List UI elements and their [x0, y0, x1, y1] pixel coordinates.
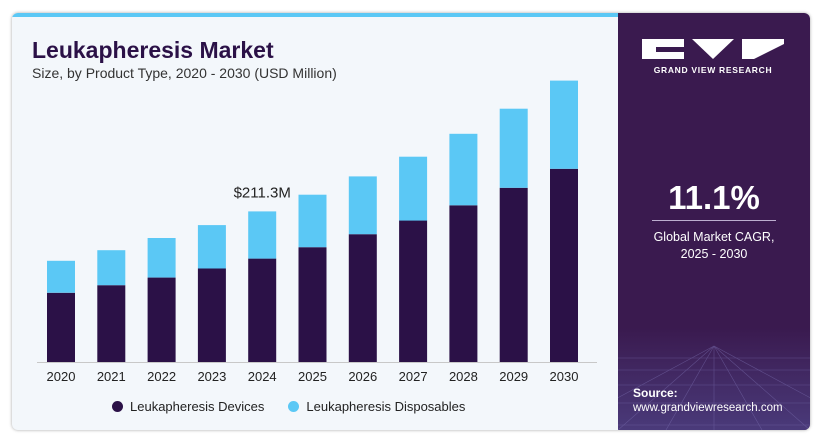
top-accent-line [12, 13, 618, 17]
cagr-caption: Global Market CAGR, 2025 - 2030 [618, 229, 810, 263]
cagr-caption-line2: 2025 - 2030 [680, 247, 748, 261]
bar-disposables-2023 [197, 225, 226, 269]
chart-legend: Leukapheresis Devices Leukapheresis Disp… [112, 397, 489, 415]
logo-wordmark: GRAND VIEW RESEARCH [653, 65, 773, 75]
x-tick-label-2026: 2026 [348, 369, 377, 384]
bar-disposables-2022 [147, 238, 176, 278]
bar-disposables-2020 [47, 260, 75, 293]
source-url: www.grandviewresearch.com [633, 402, 783, 414]
bar-devices-2022 [147, 277, 176, 362]
x-tick-label-2021: 2021 [97, 369, 126, 384]
bar-devices-2023 [197, 268, 226, 362]
bar-devices-2024 [248, 258, 277, 362]
logo-mark-icon [642, 39, 784, 59]
legend-swatch-devices [112, 400, 123, 412]
grand-view-research-logo: GRAND VIEW RESEARCH [638, 35, 788, 75]
bar-disposables-2021 [97, 250, 126, 286]
cagr-caption-line1: Global Market CAGR, [653, 230, 775, 244]
legend-item-devices: Leukapheresis Devices [112, 399, 264, 414]
bar-devices-2030 [550, 168, 578, 362]
bar-devices-2028 [449, 205, 478, 362]
x-tick-label-2020: 2020 [47, 369, 76, 384]
bar-chart: 2020 2021 2022 2023 2024 2025 2026 2027 2028 2029… [37, 80, 597, 384]
legend-label-devices: Leukapheresis Devices [130, 398, 265, 414]
bar-disposables-2027 [399, 156, 428, 221]
x-tick-label-2027: 2027 [399, 369, 428, 384]
value-annotation-2024: $211.3M [234, 184, 291, 201]
bar-disposables-2028 [449, 133, 478, 206]
bar-disposables-2025 [298, 194, 327, 248]
x-tick-label-2023: 2023 [197, 369, 226, 384]
cagr-divider [652, 220, 776, 221]
cagr-value: 11.1% [668, 179, 760, 216]
legend-swatch-disposables [288, 400, 300, 412]
legend-label-disposables: Leukapheresis Disposables [306, 398, 466, 414]
source-label: Source: [633, 386, 678, 400]
bar-devices-2027 [399, 220, 428, 362]
bar-devices-2025 [298, 247, 327, 362]
x-tick-label-2025: 2025 [298, 369, 327, 384]
bar-disposables-2024 [248, 211, 277, 259]
x-tick-label-2028: 2028 [449, 369, 478, 384]
bar-devices-2026 [348, 234, 377, 362]
x-tick-label-2030: 2030 [550, 369, 579, 384]
bar-devices-2020 [47, 292, 75, 362]
bar-devices-2021 [97, 285, 126, 362]
chart-title: Leukapheresis Market [32, 37, 274, 63]
x-tick-label-2029: 2029 [499, 369, 528, 384]
bar-disposables-2029 [499, 108, 528, 188]
bar-disposables-2030 [550, 80, 578, 169]
x-tick-label-2024: 2024 [248, 369, 277, 384]
infographic-card: Leukapheresis Market Size, by Product Ty… [12, 13, 810, 430]
legend-item-disposables: Leukapheresis Disposables [288, 399, 465, 414]
x-tick-label-2022: 2022 [147, 369, 176, 384]
sidebar-panel: GRAND VIEW RESEARCH 11.1% Global Market … [618, 13, 810, 430]
chart-subtitle: Size, by Product Type, 2020 - 2030 (USD … [32, 65, 337, 81]
bar-devices-2029 [499, 187, 528, 362]
bar-disposables-2026 [348, 176, 377, 235]
decorative-grid [618, 328, 810, 430]
